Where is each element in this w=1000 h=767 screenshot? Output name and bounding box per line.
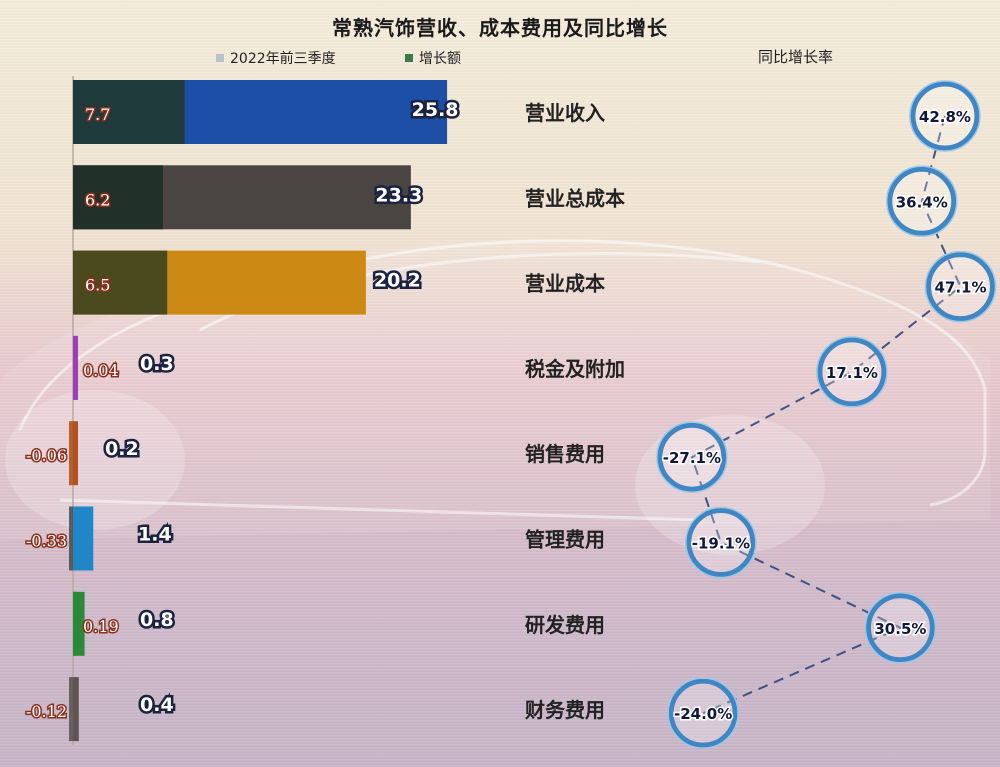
yoy-circle-4: [817, 337, 887, 407]
yoy-circle-1: [910, 81, 980, 151]
growth-value-label-8: -0.12: [26, 702, 67, 721]
yoy-rate-label-3: 47.1%: [934, 279, 986, 297]
yoy-circle-6: [686, 508, 756, 577]
growth-value-label-2: 6.2: [85, 190, 110, 209]
growth-bar-8: [69, 677, 73, 742]
total-value-label-8: 0.4: [140, 694, 174, 716]
growth-bar-7: [73, 591, 77, 656]
yoy-rate-label-4: 17.1%: [826, 364, 878, 382]
yoy-circle-8: [668, 678, 738, 748]
total-value-label-7: 0.8: [140, 609, 174, 631]
yoy-circle-ring-3: [924, 250, 997, 323]
yoy-circle-ring-7: [864, 592, 937, 664]
chart-title: 常熟汽饰营收、成本费用及同比增长: [332, 16, 668, 40]
total-value-label-1: 25.8: [412, 99, 459, 121]
category-label-6: 管理费用: [525, 528, 605, 552]
growth-value-label-1: 7.7: [85, 105, 110, 124]
category-label-7: 研发费用: [525, 613, 605, 637]
yoy-rate-label-6: -19.1%: [692, 535, 750, 553]
total-value-label-2: 23.3: [375, 184, 422, 206]
yoy-rate-label-1: 42.8%: [919, 108, 971, 126]
growth-bar-4: [73, 335, 77, 400]
category-label-4: 税金及附加: [525, 357, 625, 381]
category-label-5: 销售费用: [525, 442, 605, 466]
yoy-rate-label-5: -27.1%: [663, 449, 721, 467]
category-label-1: 营业收入: [525, 101, 605, 125]
yoy-rate-label-8: -24.0%: [674, 705, 732, 723]
growth-bar-5: [69, 421, 73, 486]
total-bar-7: [73, 591, 85, 656]
yoy-circle-ring-1: [909, 80, 981, 152]
growth-bar-6: [69, 506, 73, 571]
growth-value-label-5: -0.06: [26, 446, 67, 465]
yoy-circle-ring-4: [816, 336, 888, 408]
growth-bar-2: [73, 165, 163, 230]
yoy-circle-5: [657, 422, 727, 492]
legend-swatch-growth: [405, 54, 413, 62]
total-value-label-6: 1.4: [138, 524, 172, 546]
legend-item-2022: 2022年前三季度: [216, 48, 336, 68]
category-label-8: 财务费用: [525, 698, 605, 722]
yoy-circle-7: [865, 593, 935, 663]
yoy-circle-ring-5: [656, 421, 728, 493]
legend-label-growth: 增长额: [419, 51, 461, 67]
yoy-circle-ring-8: [667, 677, 739, 749]
total-value-label-5: 0.2: [105, 438, 139, 460]
yoy-rate-label-7: 30.5%: [874, 620, 926, 638]
growth-value-label-4: 0.04: [83, 361, 119, 380]
growth-value-label-6: -0.33: [26, 532, 67, 551]
growth-bar-3: [73, 250, 168, 315]
legend-label-2022: 2022年前三季度: [230, 51, 336, 67]
total-bar-6: [73, 506, 94, 571]
growth-bar-1: [73, 80, 185, 144]
yoy-circle-2: [887, 166, 957, 236]
yoy-circle-3: [926, 252, 996, 322]
legend-swatch-2022: [216, 54, 224, 62]
yoy-circle-ring-6: [685, 506, 757, 579]
yoy-circle-ring-2: [886, 165, 958, 238]
total-bar-8: [73, 677, 79, 742]
legend-item-growth: 增长额: [405, 48, 461, 68]
category-label-3: 营业成本: [525, 272, 605, 296]
total-value-label-3: 20.2: [374, 270, 421, 292]
total-value-label-4: 0.3: [140, 353, 174, 375]
total-bar-5: [73, 421, 78, 486]
category-label-2: 营业总成本: [525, 186, 625, 210]
growth-value-label-7: 0.19: [83, 617, 119, 636]
growth-value-label-3: 6.5: [85, 276, 110, 295]
rate-header: 同比增长率: [758, 48, 834, 66]
yoy-rate-label-2: 36.4%: [896, 193, 948, 211]
